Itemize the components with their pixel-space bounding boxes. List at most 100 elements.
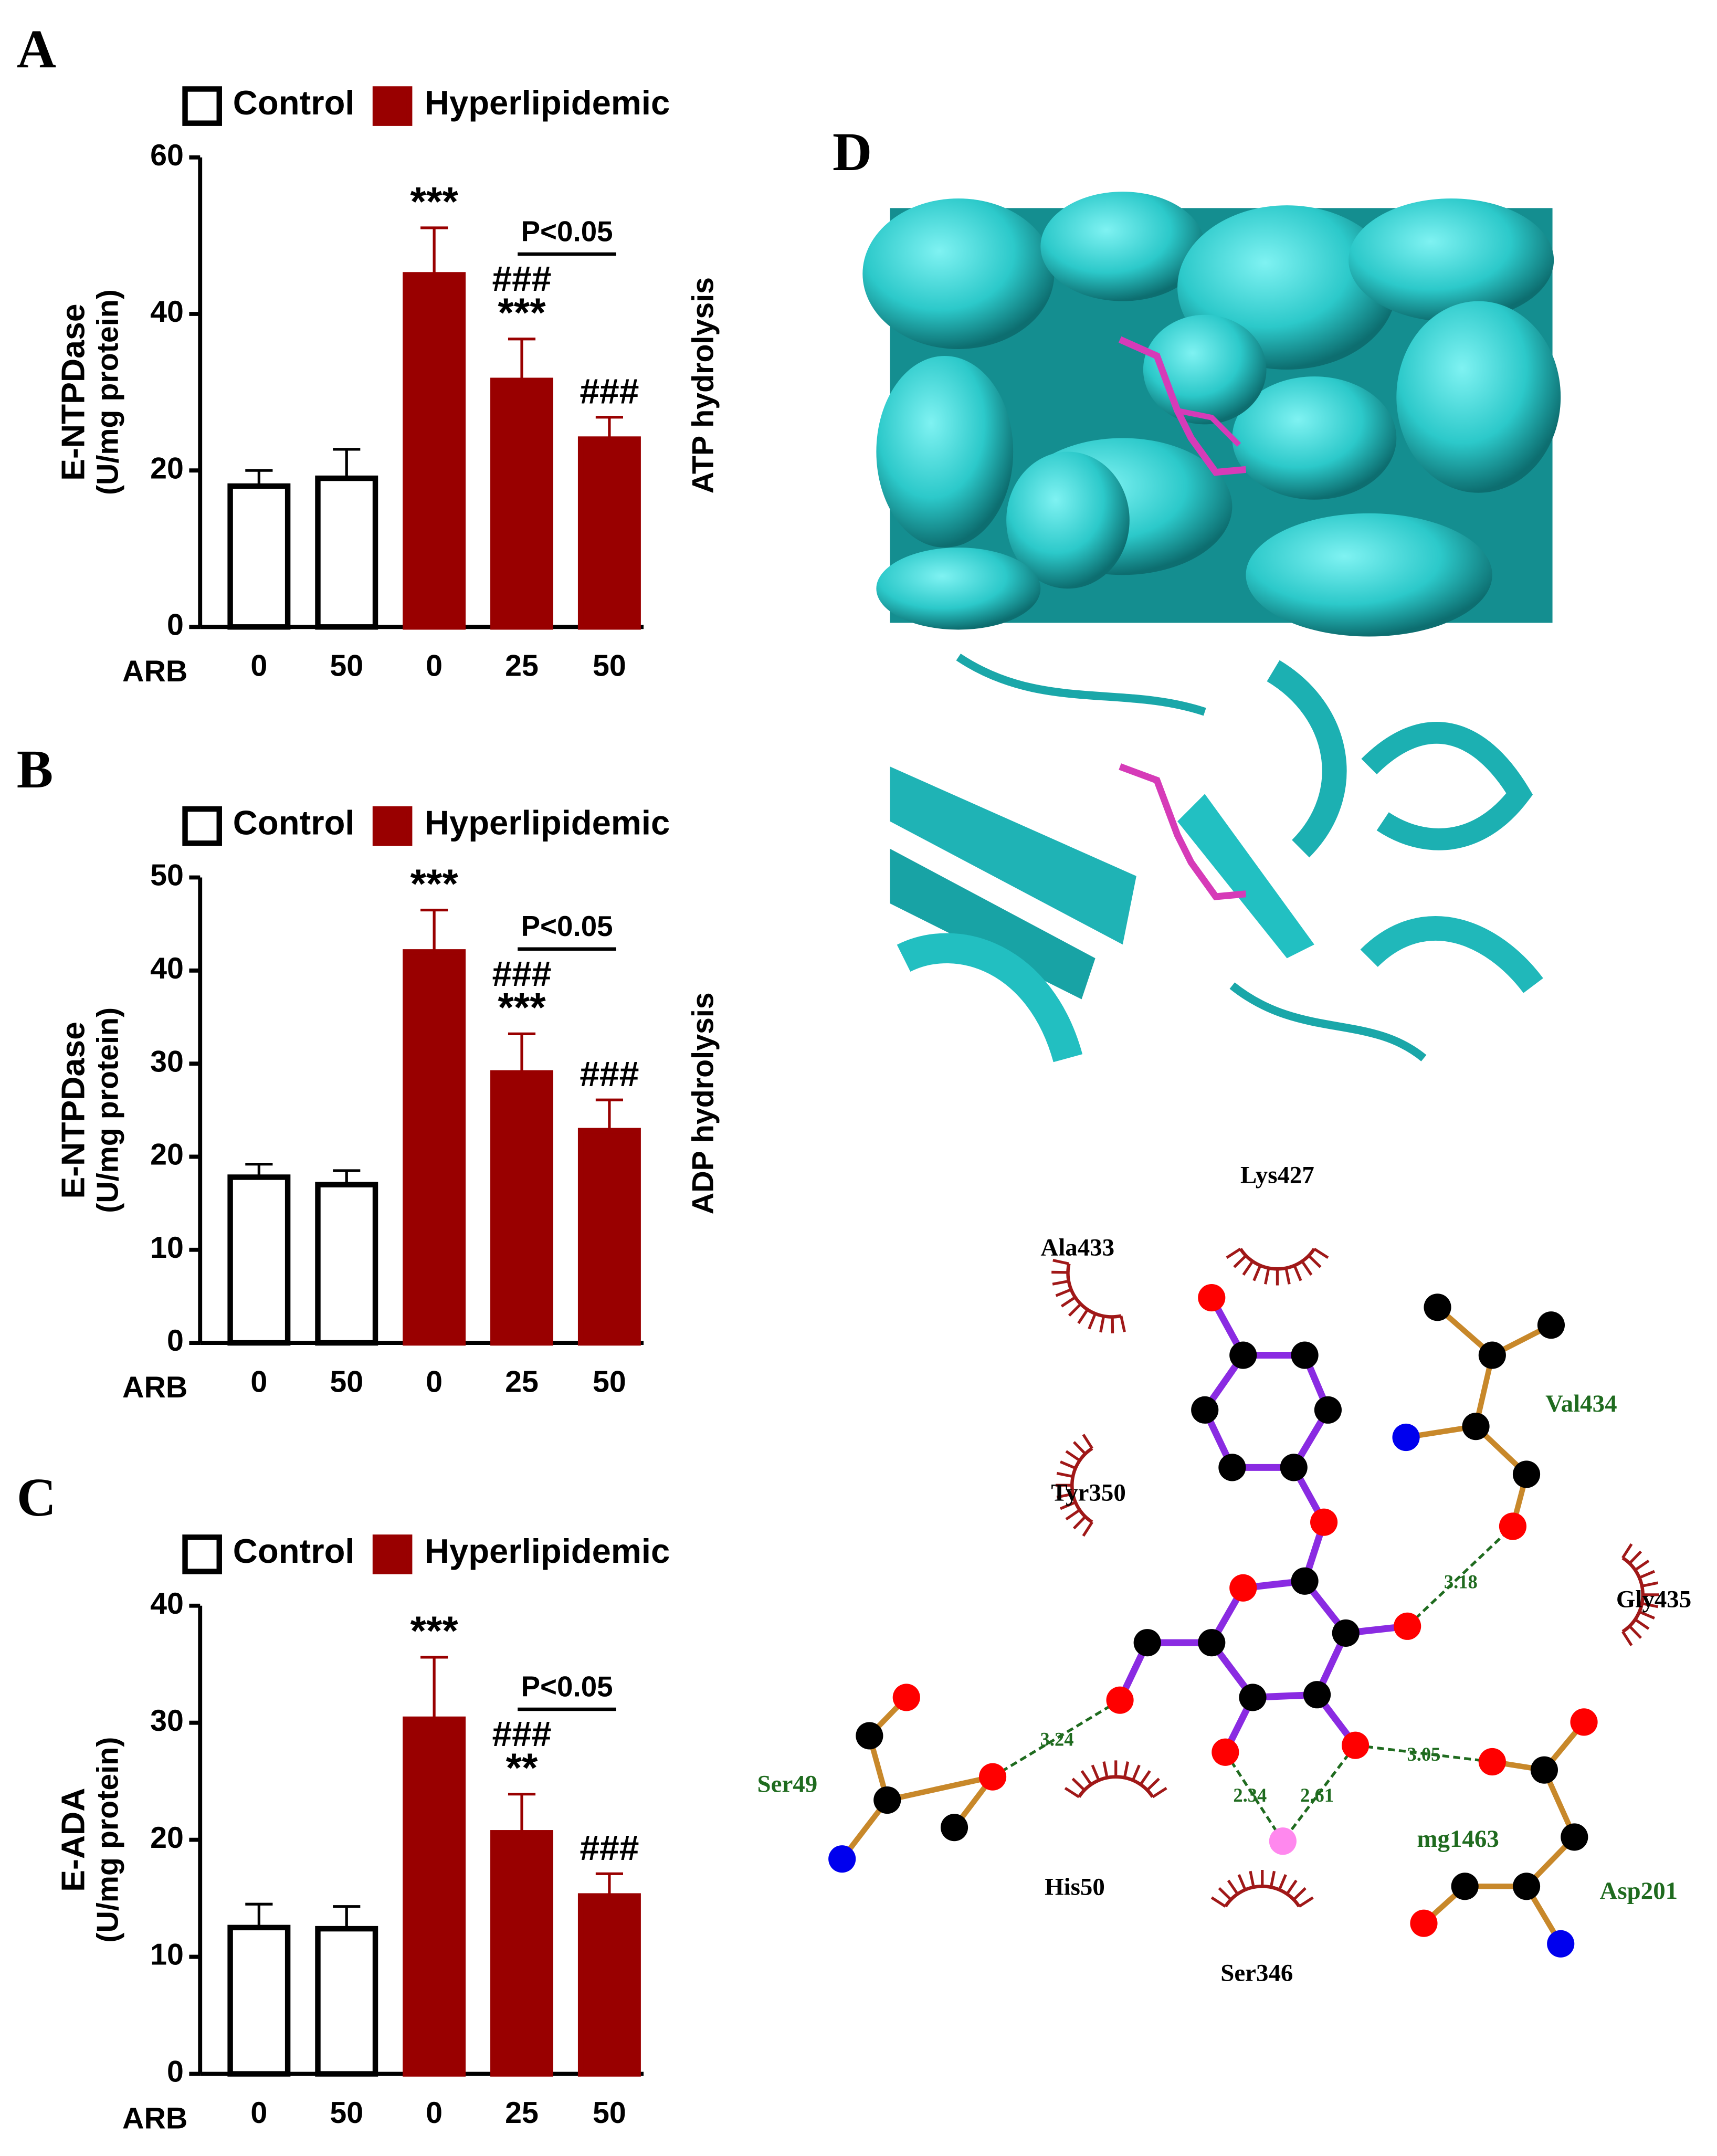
legend-swatch xyxy=(182,86,222,126)
atom xyxy=(1499,1512,1527,1540)
arc-spoke xyxy=(1639,1570,1655,1579)
residue-label: Ser49 xyxy=(757,1771,818,1798)
x-tick-label: 50 xyxy=(593,2096,626,2130)
atom xyxy=(1537,1311,1565,1339)
legend-swatch xyxy=(372,806,413,846)
distance-label: 2.61 xyxy=(1300,1784,1334,1806)
arc-spoke xyxy=(1227,1879,1239,1895)
residue-label: Lys427 xyxy=(1240,1161,1314,1189)
arc-spoke xyxy=(1152,1786,1167,1799)
arc-spoke xyxy=(1292,1887,1307,1901)
y-axis-label: E-NTPDase xyxy=(55,1022,91,1198)
legend-swatch xyxy=(182,1534,222,1574)
x-tick-label: 0 xyxy=(250,649,267,683)
arc-spoke xyxy=(1099,1316,1105,1333)
atom xyxy=(1229,1341,1257,1369)
y-tick-label: 20 xyxy=(150,1821,184,1855)
distance-label: 3.18 xyxy=(1444,1571,1478,1592)
arc-spoke xyxy=(1071,1778,1086,1791)
x-axis-label: ARB xyxy=(122,655,187,688)
bar xyxy=(403,272,466,630)
residue-label: Tyr350 xyxy=(1051,1479,1125,1506)
side-label: ATP hydrolysis xyxy=(687,277,720,493)
hydrophobic-arc xyxy=(1226,1247,1329,1286)
legend-label: Hyperlipidemic xyxy=(425,804,670,842)
arc-spoke xyxy=(1052,1279,1069,1286)
arc xyxy=(1239,1248,1316,1271)
arc-spoke xyxy=(1102,1761,1109,1778)
bar xyxy=(403,1716,466,2077)
y-axis-unit: (U/mg protein) xyxy=(91,1007,124,1213)
arc-spoke xyxy=(1060,1296,1076,1308)
residue-label: Ser346 xyxy=(1220,1960,1293,1987)
arc-spoke xyxy=(1123,1761,1130,1778)
bar xyxy=(490,1830,554,2077)
atom xyxy=(1198,1284,1226,1312)
y-axis-unit: (U/mg protein) xyxy=(91,1737,124,1943)
arc-spoke xyxy=(1064,1786,1080,1799)
significance-mark: *** xyxy=(410,860,458,907)
y-axis-unit: (U/mg protein) xyxy=(91,289,124,495)
arc-spoke xyxy=(1226,1247,1241,1259)
bar xyxy=(403,949,466,1346)
legend-label: Control xyxy=(233,83,355,122)
atom xyxy=(1314,1396,1342,1424)
arc-spoke xyxy=(1641,1602,1659,1608)
hydrophobic-arc xyxy=(1621,1543,1659,1646)
significance-mark: ** xyxy=(506,1744,538,1791)
arc-spoke xyxy=(1301,1260,1313,1276)
x-tick-label: 0 xyxy=(426,2096,443,2130)
y-tick-label: 0 xyxy=(167,2055,184,2089)
atom xyxy=(1547,1930,1575,1958)
bar xyxy=(490,1070,554,1346)
y-tick-label: 20 xyxy=(150,1138,184,1172)
arc-spoke xyxy=(1082,1434,1093,1449)
atom xyxy=(1291,1567,1319,1595)
side-label: ADP hydrolysis xyxy=(687,992,720,1214)
y-tick-label: 10 xyxy=(150,1231,184,1265)
y-axis-label: E-NTPDase xyxy=(55,303,91,480)
hydrogen-bond xyxy=(1355,1744,1493,1763)
atom xyxy=(1424,1293,1451,1321)
y-tick-label: 50 xyxy=(150,859,184,892)
arc-spoke xyxy=(1080,1770,1092,1785)
atom xyxy=(978,1763,1007,1791)
arc-spoke xyxy=(1641,1581,1659,1587)
significance-mark: ### xyxy=(492,1715,551,1754)
legend-label: Hyperlipidemic xyxy=(425,83,670,122)
x-tick-label: 25 xyxy=(505,1365,539,1398)
x-axis-label: ARB xyxy=(122,1371,187,1404)
hydrogen-bond xyxy=(1281,1744,1357,1842)
arc-spoke xyxy=(1264,1268,1270,1285)
comparison-label: P<0.05 xyxy=(521,910,613,942)
bar xyxy=(227,1924,291,2077)
bar xyxy=(227,1174,291,1346)
residue-label: Asp201 xyxy=(1600,1877,1678,1905)
y-axis-label: E-ADA xyxy=(55,1788,91,1892)
significance-mark: *** xyxy=(498,984,546,1030)
arc-spoke xyxy=(1056,1492,1073,1499)
x-tick-label: 0 xyxy=(426,649,443,683)
arc-spoke xyxy=(1308,1255,1322,1268)
arc xyxy=(1224,1885,1301,1908)
arc-spoke xyxy=(1621,1631,1633,1646)
hydrogen-bond xyxy=(1224,1751,1284,1842)
arc-spoke xyxy=(1072,1516,1087,1530)
atom xyxy=(1478,1748,1506,1776)
atom xyxy=(1392,1423,1420,1452)
bar xyxy=(315,475,378,630)
arc xyxy=(1077,1775,1154,1798)
significance-mark: ### xyxy=(580,372,639,411)
atom xyxy=(1530,1756,1558,1784)
hydrogen-bond xyxy=(992,1699,1121,1778)
legend-label: Hyperlipidemic xyxy=(425,1532,670,1570)
significance-mark: ### xyxy=(580,1828,639,1868)
residue-label: Ala433 xyxy=(1040,1234,1114,1261)
atom xyxy=(828,1845,856,1873)
cartoon-image xyxy=(890,643,1553,1063)
arc-spoke xyxy=(1249,1870,1255,1888)
arc-spoke xyxy=(1082,1521,1093,1537)
arc-spoke xyxy=(1055,1288,1072,1297)
